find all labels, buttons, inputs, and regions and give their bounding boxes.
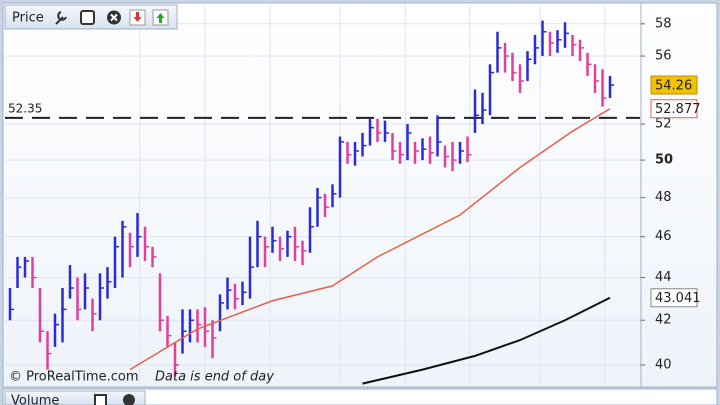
volume-title: Volume — [11, 394, 59, 405]
settings-icon[interactable] — [55, 11, 67, 25]
ma-long-value-box — [650, 288, 698, 308]
y-tick-label: 52 — [655, 117, 672, 132]
last-price-box — [650, 75, 698, 95]
footer-note: Data is end of day — [155, 370, 274, 385]
maximize-icon[interactable] — [80, 10, 95, 25]
plot-area: 52.35 — [5, 5, 645, 385]
volume-panel — [2, 388, 718, 405]
y-tick-label: 50 — [655, 153, 673, 168]
down-arrow — [133, 12, 142, 22]
y-tick-label: 48 — [655, 190, 672, 205]
price-panel — [2, 2, 718, 388]
ma-short-value: 52.877 — [655, 102, 701, 117]
volume-close-icon[interactable] — [123, 394, 135, 405]
y-tick-label: 58 — [655, 16, 672, 31]
copyright: © ProRealTime.com — [9, 370, 139, 385]
y-tick-label: 56 — [655, 49, 672, 64]
close-x — [110, 13, 118, 22]
y-tick-label: 40 — [655, 358, 672, 373]
volume-header — [4, 390, 146, 405]
volume-maximize-icon[interactable] — [94, 394, 107, 405]
moving-average — [129, 108, 611, 371]
panel-title: Price — [12, 11, 44, 26]
ma-short-value-box — [650, 99, 698, 119]
ma-long-value: 43.041 — [655, 291, 701, 306]
price-header: Price — [4, 4, 178, 30]
last-price: 54.26 — [655, 79, 692, 94]
level-label: 52.35 — [8, 101, 42, 115]
y-tick-label: 44 — [655, 270, 672, 285]
up-arrow — [156, 13, 165, 23]
y-tick-label: 46 — [655, 229, 672, 244]
y-tick-label: 42 — [655, 313, 672, 328]
moving-average — [362, 296, 611, 385]
